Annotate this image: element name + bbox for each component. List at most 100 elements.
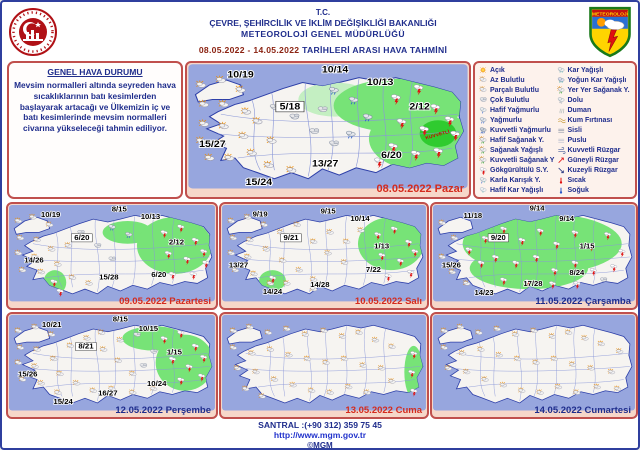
map-date-label: 10.05.2022 Salı [354, 296, 422, 307]
footer-website-link[interactable]: http://www.mgm.gov.tr [273, 429, 367, 440]
storm-weather-icon [419, 125, 429, 137]
province-border [132, 326, 136, 394]
psun-weather-icon [530, 327, 538, 333]
storm-weather-icon [408, 369, 416, 379]
legend-item-label: Soğuk [567, 186, 589, 194]
province-border [572, 217, 577, 286]
legend-item-label: Kuvvetli Sağanak Y [490, 156, 555, 164]
psun-weather-icon [440, 327, 448, 333]
psun-weather-icon [31, 362, 39, 369]
psun-weather-icon [276, 228, 285, 235]
psun-weather-icon [587, 364, 595, 371]
psun-weather-icon [301, 331, 310, 337]
legend-item-label: Gökgürültülü S.Y. [490, 166, 549, 174]
legend-item: Kuvvetli Rüzgar [556, 145, 634, 155]
cold-icon [559, 187, 562, 194]
temperature-label: 6/20 [151, 270, 166, 279]
storm-weather-icon [604, 232, 612, 241]
psun-weather-icon [303, 355, 312, 362]
province-border [492, 336, 496, 397]
meteorology-logo: METEOROLOJİ [589, 6, 631, 58]
province-border [383, 327, 387, 393]
svg-text:*: * [561, 71, 563, 75]
cloud-weather-icon [317, 106, 328, 113]
province-border [307, 219, 312, 292]
psun-weather-icon [615, 348, 624, 354]
cloud-weather-icon [150, 349, 158, 354]
psun-weather-icon [31, 253, 39, 260]
rain-weather-icon [329, 86, 339, 95]
psun-weather-icon [285, 351, 293, 358]
storm-weather-icon [410, 388, 418, 397]
legend-item-label: Kar Yağışlı [567, 67, 604, 75]
psun-weather-icon [450, 234, 459, 241]
cloud-weather-icon [133, 332, 141, 337]
cloud-weather-icon [600, 277, 608, 282]
psun-weather-icon [324, 249, 332, 256]
storm-weather-icon [396, 258, 404, 267]
local-shower-icon [556, 86, 564, 94]
psun-weather-icon [227, 217, 235, 224]
storm-weather-icon [50, 279, 58, 288]
map-panel-day3: 9/19 9/15 10/14 9/21 1/13 13/27 7/22 14/28 14/24… [219, 202, 429, 310]
psun-weather-icon [241, 385, 250, 391]
psun-weather-icon [326, 389, 334, 395]
sun-small-cloud-icon [479, 76, 487, 83]
rain-weather-icon [125, 232, 133, 239]
psun-weather-icon [56, 370, 64, 377]
psun-weather-icon [149, 385, 158, 391]
map-date-label: 09.05.2022 Pazartesi [119, 296, 211, 307]
header-date-title: TARİHLERİ ARASI HAVA TAHMİNİ [302, 44, 448, 55]
legend-item-label: Sağanak Yağışlı [490, 146, 543, 154]
light-rain-icon [479, 107, 487, 114]
province-border [245, 353, 419, 360]
psun-weather-icon [195, 136, 207, 144]
legend-item: Kum Fırtınası [556, 116, 634, 126]
psun-weather-icon [270, 376, 279, 382]
hot-icon [559, 177, 562, 184]
psun-weather-icon [53, 261, 62, 267]
storm-weather-icon [198, 373, 206, 382]
legend-item: Sağanak Yağışlı [478, 145, 556, 155]
psun-weather-icon [227, 249, 235, 256]
header-tc: T.C. [315, 8, 331, 18]
legend-item: Duman [556, 106, 634, 116]
psun-weather-icon [462, 279, 471, 286]
sandstorm-icon [557, 118, 566, 124]
psun-weather-icon [66, 342, 75, 348]
heavy-rain-icon [479, 127, 487, 134]
turkey-weather-map [222, 314, 426, 411]
temperature-label: 5/18 [280, 102, 301, 112]
storm-weather-icon [433, 147, 443, 159]
province-border [70, 336, 73, 397]
psun-weather-icon [16, 234, 25, 241]
psun-weather-icon [204, 153, 215, 161]
storm-weather-icon [160, 230, 168, 239]
psun-weather-icon [14, 327, 23, 333]
psun-weather-icon [477, 346, 485, 352]
temperature-label: 6/20 [381, 151, 402, 161]
legend-item: Güneyli Rüzgar [556, 155, 634, 165]
psun-weather-icon [499, 381, 507, 388]
psun-weather-icon [37, 379, 45, 386]
legend-item: Yağmurlu [478, 116, 556, 126]
legend-item: Hafif Yağmurlu [478, 106, 556, 116]
storm-weather-icon [202, 260, 210, 269]
province-border [381, 80, 387, 168]
legend-item-label: Parçalı Bulutlu [490, 87, 540, 95]
temperature-label: 7/22 [366, 265, 381, 274]
psun-weather-icon [462, 368, 471, 375]
psun-weather-icon [14, 249, 23, 256]
province-border [172, 218, 175, 284]
psun-weather-icon [377, 364, 386, 371]
storm-weather-icon [410, 150, 421, 161]
psun-weather-icon [47, 331, 56, 337]
legend-item: Puslu [556, 135, 634, 145]
psun-weather-icon [14, 217, 23, 224]
temperature-label: 15/28 [99, 273, 118, 282]
legend-item-label: Yoğun Kar Yağışlı [567, 77, 627, 85]
legend-item: Parçalı Bulutlu [478, 86, 556, 96]
storm-weather-icon [160, 336, 168, 345]
province-border [55, 232, 63, 288]
province-border [151, 217, 156, 286]
